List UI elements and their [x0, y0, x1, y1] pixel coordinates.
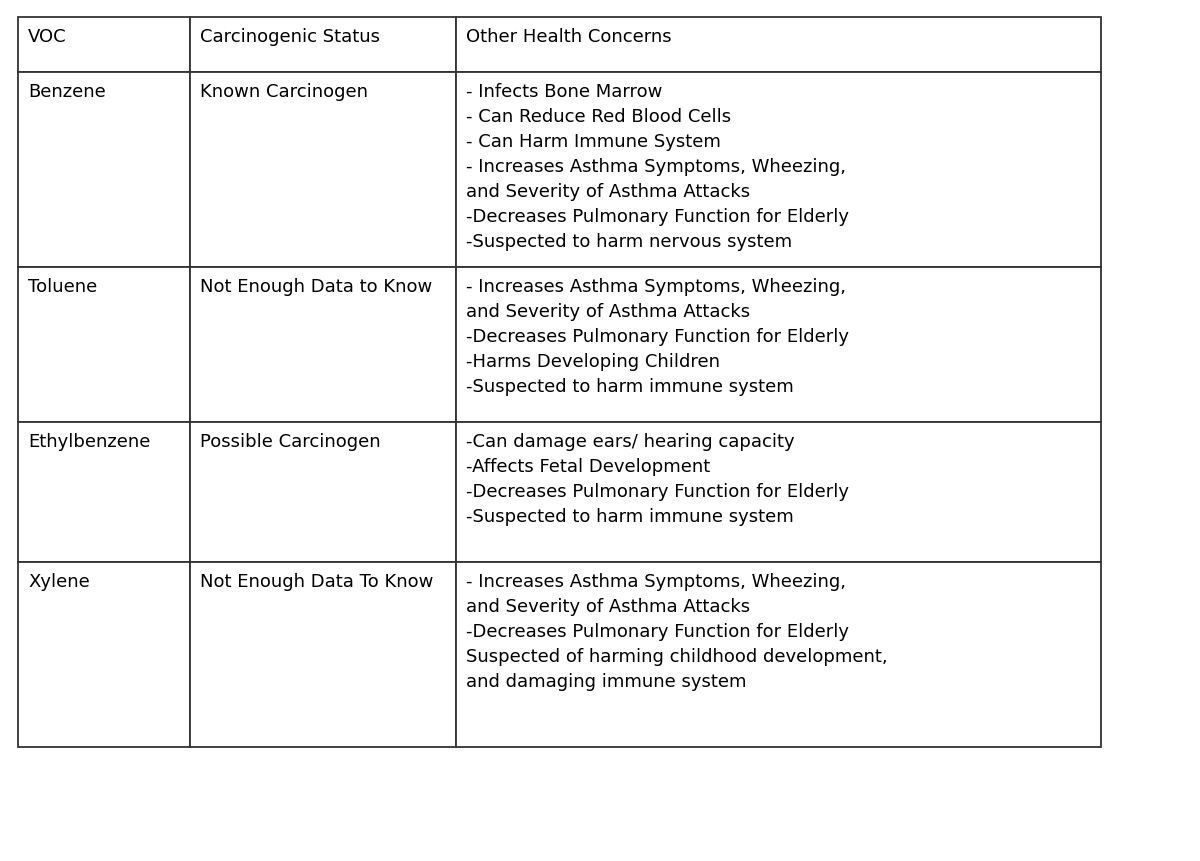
- Bar: [18, 18, 191, 73]
- Text: VOC: VOC: [28, 28, 67, 46]
- Bar: [456, 18, 1100, 73]
- Bar: [456, 73, 1100, 268]
- Text: Other Health Concerns: Other Health Concerns: [466, 28, 671, 46]
- Text: Possible Carcinogen: Possible Carcinogen: [200, 432, 380, 450]
- Bar: [18, 423, 191, 562]
- Text: Not Enough Data to Know: Not Enough Data to Know: [200, 278, 432, 295]
- Text: Ethylbenzene: Ethylbenzene: [28, 432, 150, 450]
- Text: Toluene: Toluene: [28, 278, 97, 295]
- Text: Carcinogenic Status: Carcinogenic Status: [200, 28, 380, 46]
- Text: -Can damage ears/ hearing capacity
-Affects Fetal Development
-Decreases Pulmona: -Can damage ears/ hearing capacity -Affe…: [466, 432, 848, 525]
- Bar: [191, 73, 456, 268]
- Text: - Increases Asthma Symptoms, Wheezing,
and Severity of Asthma Attacks
-Decreases: - Increases Asthma Symptoms, Wheezing, a…: [466, 278, 848, 395]
- Bar: [456, 423, 1100, 562]
- Bar: [191, 268, 456, 423]
- Text: - Increases Asthma Symptoms, Wheezing,
and Severity of Asthma Attacks
-Decreases: - Increases Asthma Symptoms, Wheezing, a…: [466, 573, 887, 691]
- Text: Not Enough Data To Know: Not Enough Data To Know: [200, 573, 433, 591]
- Bar: [18, 73, 191, 268]
- Text: - Infects Bone Marrow
- Can Reduce Red Blood Cells
- Can Harm Immune System
- In: - Infects Bone Marrow - Can Reduce Red B…: [466, 83, 848, 251]
- Bar: [18, 268, 191, 423]
- Bar: [191, 562, 456, 747]
- Text: Known Carcinogen: Known Carcinogen: [200, 83, 368, 101]
- Bar: [191, 18, 456, 73]
- Text: Benzene: Benzene: [28, 83, 106, 101]
- Bar: [456, 562, 1100, 747]
- Bar: [191, 423, 456, 562]
- Bar: [456, 268, 1100, 423]
- Text: Xylene: Xylene: [28, 573, 90, 591]
- Bar: [18, 562, 191, 747]
